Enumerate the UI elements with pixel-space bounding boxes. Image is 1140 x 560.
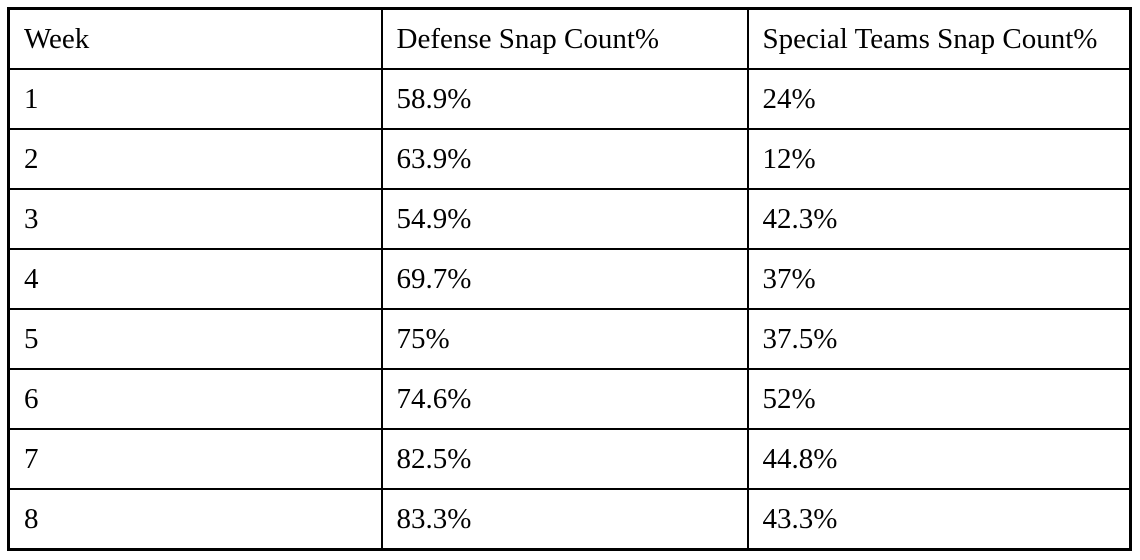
table-row: 2 63.9% 12% xyxy=(7,128,1132,190)
table-row: 6 74.6% 52% xyxy=(7,368,1132,430)
cell-defense-snap: 82.5% xyxy=(380,428,749,490)
cell-special-teams-snap: 52% xyxy=(746,368,1132,430)
table-row: 5 75% 37.5% xyxy=(7,308,1132,370)
cell-defense-snap: 58.9% xyxy=(380,68,749,130)
header-cell-defense-snap-count: Defense Snap Count% xyxy=(380,7,749,70)
header-cell-special-teams-snap-count: Special Teams Snap Count% xyxy=(746,7,1132,70)
cell-week: 1 xyxy=(7,68,383,130)
cell-week: 2 xyxy=(7,128,383,190)
cell-defense-snap: 74.6% xyxy=(380,368,749,430)
cell-special-teams-snap: 37.5% xyxy=(746,308,1132,370)
table-row: 1 58.9% 24% xyxy=(7,68,1132,130)
cell-week: 8 xyxy=(7,488,383,551)
cell-special-teams-snap: 24% xyxy=(746,68,1132,130)
cell-week: 4 xyxy=(7,248,383,310)
cell-defense-snap: 83.3% xyxy=(380,488,749,551)
cell-defense-snap: 75% xyxy=(380,308,749,370)
cell-special-teams-snap: 12% xyxy=(746,128,1132,190)
table-row: 4 69.7% 37% xyxy=(7,248,1132,310)
cell-week: 5 xyxy=(7,308,383,370)
cell-week: 6 xyxy=(7,368,383,430)
cell-defense-snap: 63.9% xyxy=(380,128,749,190)
cell-defense-snap: 54.9% xyxy=(380,188,749,250)
cell-special-teams-snap: 43.3% xyxy=(746,488,1132,551)
cell-week: 3 xyxy=(7,188,383,250)
cell-defense-snap: 69.7% xyxy=(380,248,749,310)
cell-special-teams-snap: 42.3% xyxy=(746,188,1132,250)
table-row: 7 82.5% 44.8% xyxy=(7,428,1132,490)
table-row: 8 83.3% 43.3% xyxy=(7,488,1132,551)
table-header-row: Week Defense Snap Count% Special Teams S… xyxy=(7,7,1132,70)
snap-count-table: Week Defense Snap Count% Special Teams S… xyxy=(7,7,1132,551)
cell-special-teams-snap: 37% xyxy=(746,248,1132,310)
cell-special-teams-snap: 44.8% xyxy=(746,428,1132,490)
header-cell-week: Week xyxy=(7,7,383,70)
cell-week: 7 xyxy=(7,428,383,490)
table-row: 3 54.9% 42.3% xyxy=(7,188,1132,250)
